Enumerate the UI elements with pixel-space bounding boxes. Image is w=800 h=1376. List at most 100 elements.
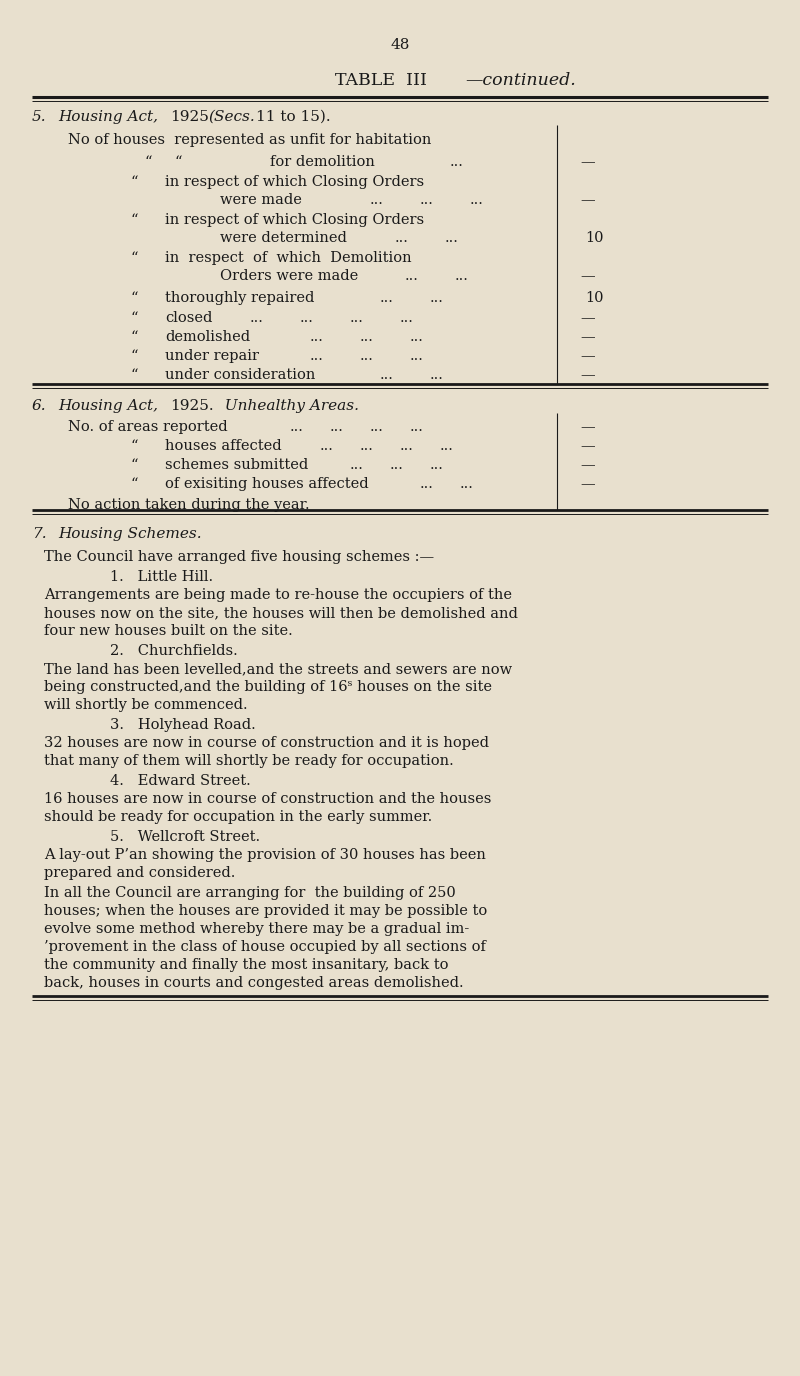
Text: ...: ... <box>370 193 384 206</box>
Text: ...: ... <box>320 439 334 453</box>
Text: under consideration: under consideration <box>165 367 315 383</box>
Text: TABLE  III: TABLE III <box>335 72 427 89</box>
Text: “: “ <box>175 155 182 169</box>
Text: ...: ... <box>420 193 434 206</box>
Text: “: “ <box>130 290 138 305</box>
Text: No of houses  represented as unfit for habitation: No of houses represented as unfit for ha… <box>68 133 431 147</box>
Text: —continued.: —continued. <box>465 72 576 89</box>
Text: Housing Act,: Housing Act, <box>58 399 158 413</box>
Text: thoroughly repaired: thoroughly repaired <box>165 290 314 305</box>
Text: that many of them will shortly be ready for occupation.: that many of them will shortly be ready … <box>44 754 454 768</box>
Text: ...: ... <box>390 458 404 472</box>
Text: —: — <box>580 477 594 491</box>
Text: Housing Schemes.: Housing Schemes. <box>58 527 202 541</box>
Text: A lay-out P’an showing the provision of 30 houses has been: A lay-out P’an showing the provision of … <box>44 848 486 861</box>
Text: should be ready for occupation in the early summer.: should be ready for occupation in the ea… <box>44 810 432 824</box>
Text: 1.   Little Hill.: 1. Little Hill. <box>110 570 213 583</box>
Text: Orders were made: Orders were made <box>220 268 358 283</box>
Text: 48: 48 <box>390 39 410 52</box>
Text: —: — <box>580 268 594 283</box>
Text: No. of areas reported: No. of areas reported <box>68 420 228 433</box>
Text: 10: 10 <box>585 231 603 245</box>
Text: “: “ <box>130 213 138 227</box>
Text: being constructed,and the building of 16ˢ houses on the site: being constructed,and the building of 16… <box>44 680 492 694</box>
Text: houses; when the houses are provided it may be possible to: houses; when the houses are provided it … <box>44 904 487 918</box>
Text: ...: ... <box>400 311 414 325</box>
Text: ...: ... <box>410 420 424 433</box>
Text: 16 houses are now in course of construction and the houses: 16 houses are now in course of construct… <box>44 793 491 806</box>
Text: 1925: 1925 <box>170 110 209 124</box>
Text: ...: ... <box>400 439 414 453</box>
Text: “: “ <box>130 175 138 189</box>
Text: ...: ... <box>440 439 454 453</box>
Text: ...: ... <box>470 193 484 206</box>
Text: back, houses in courts and congested areas demolished.: back, houses in courts and congested are… <box>44 976 464 989</box>
Text: 1925.: 1925. <box>170 399 214 413</box>
Text: demolished: demolished <box>165 330 250 344</box>
Text: ...: ... <box>290 420 304 433</box>
Text: the community and finally the most insanitary, back to: the community and finally the most insan… <box>44 958 449 971</box>
Text: 5.   Wellcroft Street.: 5. Wellcroft Street. <box>110 830 260 843</box>
Text: ...: ... <box>420 477 434 491</box>
Text: 11 to 15).: 11 to 15). <box>256 110 330 124</box>
Text: ...: ... <box>430 458 444 472</box>
Text: ...: ... <box>405 268 419 283</box>
Text: ...: ... <box>410 350 424 363</box>
Text: “: “ <box>130 311 138 325</box>
Text: ...: ... <box>370 420 384 433</box>
Text: in respect of which Closing Orders: in respect of which Closing Orders <box>165 175 424 189</box>
Text: —: — <box>580 193 594 206</box>
Text: ...: ... <box>430 290 444 305</box>
Text: ...: ... <box>360 439 374 453</box>
Text: 7.: 7. <box>32 527 46 541</box>
Text: closed: closed <box>165 311 212 325</box>
Text: houses affected: houses affected <box>165 439 282 453</box>
Text: ...: ... <box>300 311 314 325</box>
Text: “: “ <box>130 350 138 363</box>
Text: ’provement in the class of house occupied by all sections of: ’provement in the class of house occupie… <box>44 940 486 954</box>
Text: ...: ... <box>360 330 374 344</box>
Text: 32 houses are now in course of construction and it is hoped: 32 houses are now in course of construct… <box>44 736 489 750</box>
Text: ...: ... <box>450 155 464 169</box>
Text: ...: ... <box>410 330 424 344</box>
Text: ...: ... <box>460 477 474 491</box>
Text: The land has been levelled,and the streets and sewers are now: The land has been levelled,and the stree… <box>44 662 512 676</box>
Text: 4.   Edward Street.: 4. Edward Street. <box>110 773 250 788</box>
Text: 10: 10 <box>585 290 603 305</box>
Text: ...: ... <box>380 290 394 305</box>
Text: “: “ <box>130 367 138 383</box>
Text: “: “ <box>130 439 138 453</box>
Text: The Council have arranged five housing schemes :—: The Council have arranged five housing s… <box>44 550 434 564</box>
Text: 6.: 6. <box>32 399 46 413</box>
Text: for demolition: for demolition <box>270 155 375 169</box>
Text: ...: ... <box>250 311 264 325</box>
Text: —: — <box>580 458 594 472</box>
Text: ...: ... <box>395 231 409 245</box>
Text: of exisiting houses affected: of exisiting houses affected <box>165 477 369 491</box>
Text: prepared and considered.: prepared and considered. <box>44 866 235 881</box>
Text: evolve some method whereby there may be a gradual im-: evolve some method whereby there may be … <box>44 922 470 936</box>
Text: No action taken during the year.: No action taken during the year. <box>68 498 310 512</box>
Text: houses now on the site, the houses will then be demolished and: houses now on the site, the houses will … <box>44 605 518 621</box>
Text: —: — <box>580 330 594 344</box>
Text: ...: ... <box>360 350 374 363</box>
Text: ...: ... <box>350 311 364 325</box>
Text: —: — <box>580 155 594 169</box>
Text: —: — <box>580 350 594 363</box>
Text: Unhealthy Areas.: Unhealthy Areas. <box>215 399 359 413</box>
Text: in respect of which Closing Orders: in respect of which Closing Orders <box>165 213 424 227</box>
Text: “: “ <box>130 250 138 266</box>
Text: Arrangements are being made to re-house the occupiers of the: Arrangements are being made to re-house … <box>44 588 512 603</box>
Text: —: — <box>580 367 594 383</box>
Text: ...: ... <box>455 268 469 283</box>
Text: “: “ <box>145 155 153 169</box>
Text: —: — <box>580 439 594 453</box>
Text: 5.: 5. <box>32 110 46 124</box>
Text: four new houses built on the site.: four new houses built on the site. <box>44 623 293 638</box>
Text: were determined: were determined <box>220 231 347 245</box>
Text: will shortly be commenced.: will shortly be commenced. <box>44 698 248 711</box>
Text: 2.   Churchfields.: 2. Churchfields. <box>110 644 238 658</box>
Text: ...: ... <box>310 350 324 363</box>
Text: ...: ... <box>330 420 344 433</box>
Text: In all the Council are arranging for  the building of 250: In all the Council are arranging for the… <box>44 886 456 900</box>
